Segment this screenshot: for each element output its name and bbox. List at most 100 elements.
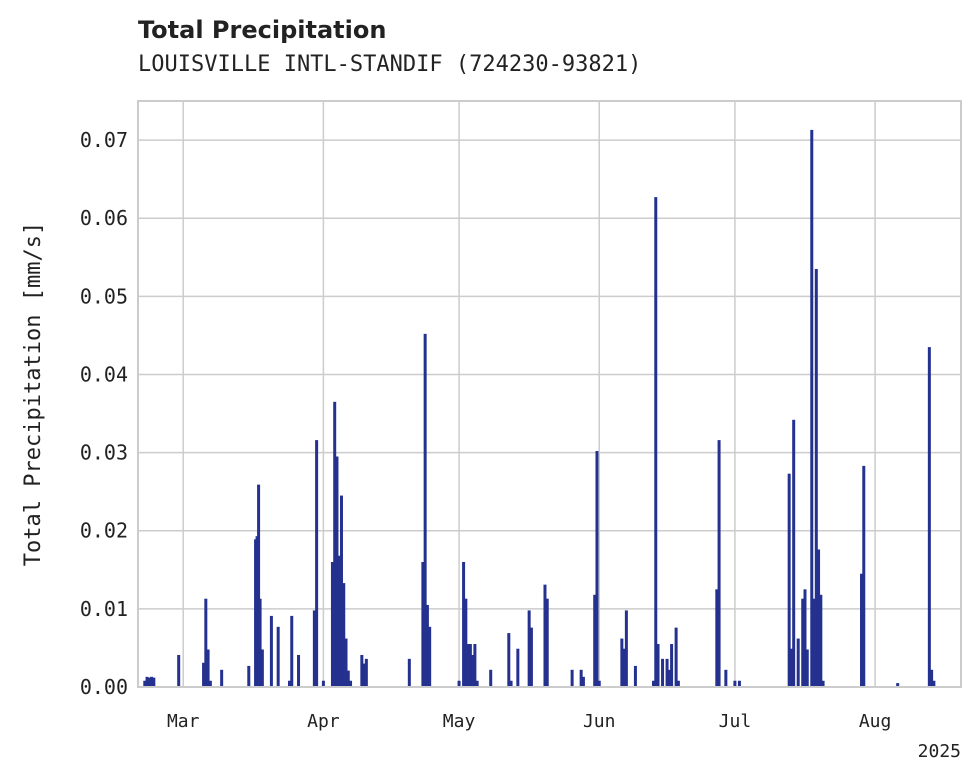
precipitation-bar	[220, 669, 224, 687]
precipitation-bar	[570, 669, 574, 687]
precipitation-bar	[812, 598, 816, 687]
precipitation-bar	[579, 669, 583, 687]
precipitation-bar	[676, 680, 680, 687]
precipitation-bar	[468, 644, 472, 687]
precipitation-bar	[930, 669, 934, 687]
precipitation-bar	[255, 536, 259, 687]
precipitation-bar	[423, 333, 427, 687]
precipitation-bar	[509, 680, 513, 687]
precipitation-bar	[860, 573, 864, 687]
precipitation-bar	[817, 549, 821, 687]
precipitation-bar	[407, 658, 411, 687]
plot-frame	[137, 100, 962, 688]
x-axis-ticks: Mar Apr May Jun Jul Aug	[167, 711, 891, 732]
precipitation-bar	[349, 680, 353, 687]
precipitation-bar	[792, 419, 796, 687]
precipitation-bar	[543, 584, 547, 687]
precipitation-bar	[507, 633, 511, 687]
precipitation-bar	[290, 615, 294, 687]
precipitation-bar	[254, 539, 258, 687]
precipitation-bar	[803, 589, 807, 687]
precipitation-bar	[789, 648, 793, 687]
precipitation-bar	[796, 638, 800, 687]
precipitation-bar	[276, 626, 280, 687]
precipitation-bar	[814, 268, 818, 687]
precipitation-bar	[471, 654, 475, 687]
precipitation-bar	[787, 473, 791, 687]
y-axis-ticks: 0.00 0.01 0.02 0.03 0.04 0.05 0.06 0.07	[80, 128, 128, 699]
y-tick-label: 0.05	[80, 284, 128, 308]
precipitation-bar	[258, 598, 262, 687]
precipitation-bar	[717, 440, 721, 687]
y-tick-label: 0.02	[80, 519, 128, 543]
precipitation-bar	[652, 680, 656, 687]
precipitation-bar	[667, 669, 671, 687]
y-axis-label: Total Precipitation [mm/s]	[21, 222, 46, 566]
precipitation-bar	[819, 594, 823, 687]
precipitation-bar	[364, 658, 368, 687]
x-axis-year-label: 2025	[918, 741, 961, 762]
precipitation-bar	[145, 676, 149, 687]
precipitation-bar	[927, 347, 931, 687]
precipitation-bar	[654, 197, 658, 687]
x-tick-label: Jul	[719, 711, 752, 732]
precipitation-bar	[421, 561, 425, 687]
precipitation-bar	[633, 665, 637, 687]
precipitation-bar	[665, 658, 669, 687]
precipitation-bar	[810, 129, 814, 688]
precipitation-bar	[342, 583, 346, 687]
precipitation-bar	[801, 598, 805, 687]
y-tick-label: 0.07	[80, 128, 128, 152]
precipitation-bar	[202, 662, 206, 687]
precipitation-bar	[147, 677, 151, 687]
precipitation-bar	[674, 627, 678, 687]
precipitation-bar	[862, 465, 866, 687]
precipitation-bar	[670, 644, 674, 687]
precipitation-bar	[896, 683, 900, 687]
precipitation-bar	[489, 669, 493, 687]
x-tick-label: Apr	[307, 711, 340, 732]
precipitation-bar	[260, 649, 264, 687]
precipitation-bar	[527, 610, 531, 687]
precipitation-bar	[335, 456, 339, 687]
precipitation-bar	[312, 610, 316, 687]
precipitation-bar	[247, 665, 251, 687]
precipitation-bar	[425, 604, 429, 687]
precipitation-bar	[462, 561, 466, 687]
precipitation-bar	[466, 644, 470, 687]
precipitation-bar	[545, 598, 549, 687]
precipitation-bar	[737, 680, 741, 687]
precipitation-bar	[360, 654, 364, 687]
precipitation-bar	[475, 680, 479, 687]
precipitation-bar	[204, 598, 208, 687]
precipitation-bar	[321, 680, 325, 687]
precipitation-bar	[581, 676, 585, 687]
precipitation-bar	[208, 680, 212, 687]
precipitation-bar	[315, 440, 319, 687]
precipitation-bar	[143, 680, 147, 687]
precipitation-bar	[428, 626, 432, 687]
precipitation-bar	[330, 561, 334, 687]
precipitation-bar	[152, 677, 156, 687]
precipitation-bar	[529, 627, 533, 687]
precipitation-bar	[724, 669, 728, 687]
precipitation-bar	[297, 654, 301, 687]
x-tick-label: Mar	[167, 711, 200, 732]
precipitation-bar	[257, 484, 261, 687]
precipitation-bar	[661, 658, 665, 687]
x-tick-label: May	[443, 711, 476, 732]
precipitation-bar	[333, 401, 337, 687]
precipitation-bar	[346, 670, 350, 687]
precipitation-bar	[620, 638, 624, 687]
precipitation-bar	[624, 610, 628, 687]
y-tick-label: 0.04	[80, 362, 128, 386]
x-tick-label: Aug	[859, 711, 892, 732]
precipitation-bar	[344, 638, 348, 687]
precipitation-bar	[362, 663, 366, 687]
precipitation-bar	[593, 594, 597, 687]
y-tick-label: 0.03	[80, 441, 128, 465]
precipitation-bar	[287, 680, 291, 687]
x-tick-label: Jun	[583, 711, 616, 732]
y-tick-label: 0.00	[80, 675, 128, 699]
